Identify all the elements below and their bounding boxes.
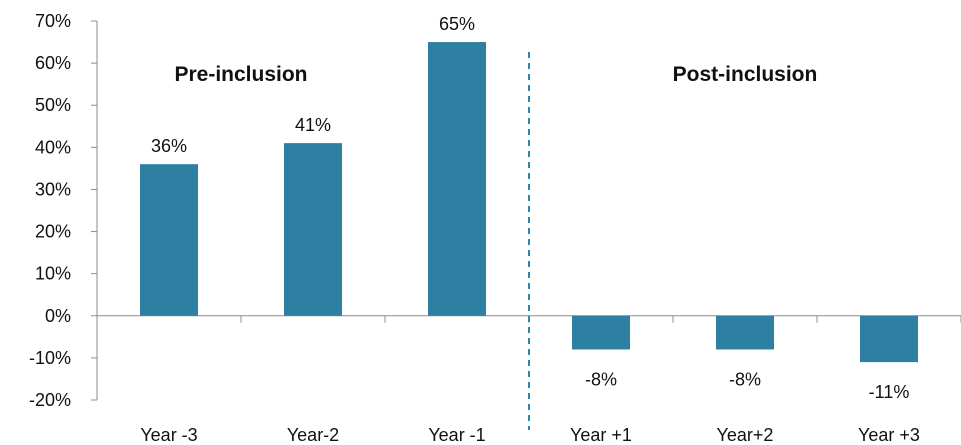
data-label: 36%	[151, 136, 187, 156]
bar	[284, 143, 342, 316]
bar-series	[140, 42, 918, 363]
y-tick-label: -20%	[29, 390, 71, 410]
x-category-label: Year -3	[140, 425, 197, 445]
y-tick-label: 70%	[35, 11, 71, 31]
bar	[140, 164, 198, 316]
x-category-label: Year +1	[570, 425, 632, 445]
x-category-label: Year -1	[428, 425, 485, 445]
x-category-label: Year +3	[858, 425, 920, 445]
y-axis: 70% 60% 50% 40% 30% 20% 10% 0% -10% -20%	[29, 11, 98, 410]
data-label: 65%	[439, 14, 475, 34]
y-tick-label: 20%	[35, 222, 71, 242]
post-inclusion-annotation: Post-inclusion	[673, 63, 818, 86]
bar	[428, 42, 486, 316]
x-category-label: Year+2	[717, 425, 774, 445]
data-label: 41%	[295, 115, 331, 135]
x-axis: Year -3 Year-2 Year -1 Year +1 Year+2 Year +3	[96, 315, 961, 445]
y-tick-label: 10%	[35, 264, 71, 284]
y-tick-label: -10%	[29, 348, 71, 368]
y-tick-label: 40%	[35, 137, 71, 157]
y-tick-label: 30%	[35, 179, 71, 199]
data-labels: 36% 41% 65% -8% -8% -11%	[151, 14, 909, 402]
bar	[716, 315, 774, 350]
y-tick-label: 60%	[35, 53, 71, 73]
data-label: -11%	[869, 382, 910, 402]
y-tick-label: 50%	[35, 95, 71, 115]
bar	[572, 315, 630, 350]
data-label: -8%	[585, 369, 617, 389]
data-label: -8%	[729, 369, 761, 389]
x-category-label: Year-2	[287, 425, 339, 445]
y-tick-label: 0%	[45, 306, 71, 326]
bar	[860, 315, 918, 363]
pre-inclusion-annotation: Pre-inclusion	[174, 63, 307, 86]
